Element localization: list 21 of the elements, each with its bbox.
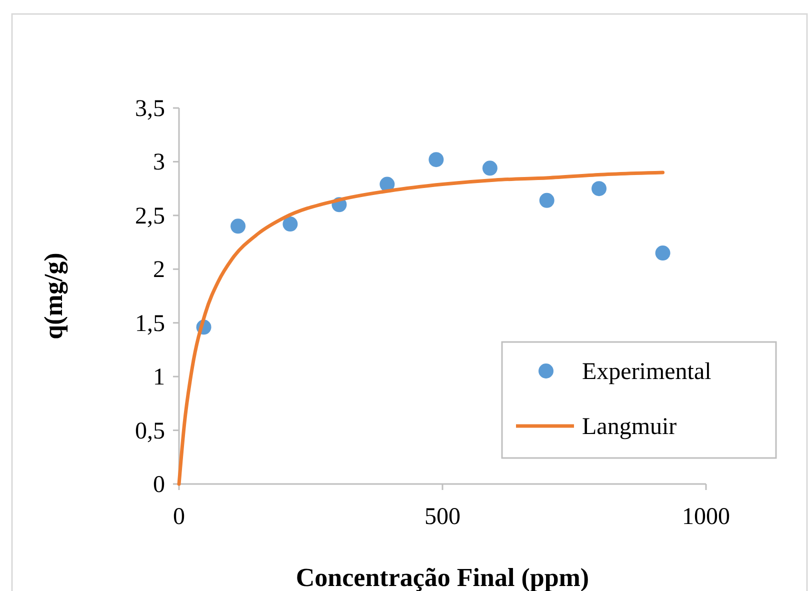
y-tick-label: 2,5 [135, 203, 165, 230]
x-tick-label: 1000 [682, 504, 730, 530]
point [592, 181, 607, 196]
y-axis-title: q(mg/g) [39, 252, 68, 340]
y-tick-label: 3,5 [135, 96, 165, 122]
y-tick-label: 1 [153, 364, 165, 391]
point [482, 160, 498, 176]
y-tick-label: 0 [153, 472, 165, 498]
point [655, 246, 670, 261]
point [539, 192, 554, 208]
legend-label: Experimental [582, 359, 712, 385]
y-tick-label: 2 [153, 257, 165, 284]
y-tick-label: 3 [153, 150, 165, 176]
point [428, 152, 444, 168]
point [282, 216, 298, 232]
x-tick-label: 500 [424, 504, 460, 530]
legend-label: Langmuir [582, 414, 677, 440]
point [230, 218, 246, 234]
y-tick-label: 1,5 [135, 310, 165, 337]
y-tick-label: 0,5 [135, 418, 165, 444]
x-tick-label: 0 [173, 504, 185, 530]
